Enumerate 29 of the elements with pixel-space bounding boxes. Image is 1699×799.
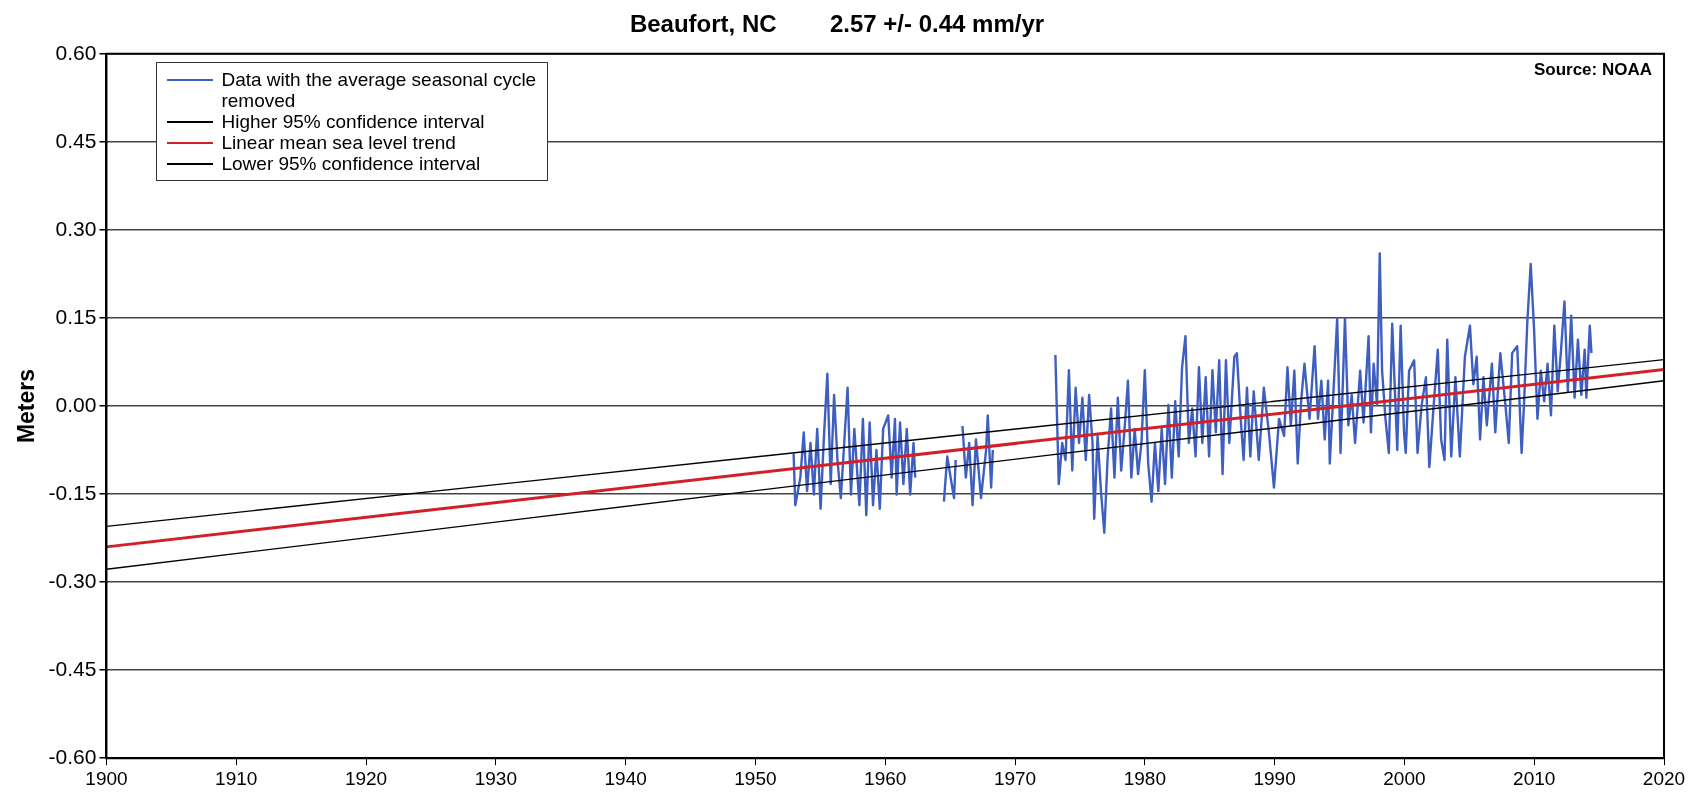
y-axis-title: Meters [13,368,40,444]
x-tick-label: 1930 [474,767,517,789]
x-tick-label: 1960 [864,767,907,789]
y-tick-label: -0.30 [48,568,97,592]
x-tick-label: 2000 [1383,767,1426,789]
x-tick-label: 1940 [604,767,647,789]
x-tick-label: 1900 [85,767,128,789]
y-tick-label: 0.45 [55,128,97,152]
x-tick-label: 1920 [344,767,388,789]
x-tick-label: 1950 [734,767,777,789]
y-tick-label: 0.00 [55,392,97,416]
y-tick-label: 0.30 [55,216,97,240]
x-tick-label: 2020 [1642,767,1686,789]
y-tick-label: 0.15 [55,304,97,328]
y-tick-label: -0.45 [48,656,97,680]
y-tick-label: -0.15 [48,480,97,504]
legend-label: Data with the average seasonal cycle removed [221,68,538,111]
x-tick-label: 1980 [1123,767,1166,789]
legend-label: Lower 95% confidence interval [221,152,481,174]
x-tick-label: 1910 [215,767,258,789]
annotation: Source: NOAA [1533,59,1652,79]
legend-label: Linear mean sea level trend [221,131,456,153]
chart-title: Beaufort, NC 2.57 +/- 0.44 mm/yr [629,10,1045,38]
y-tick-label: -0.60 [48,745,97,768]
x-tick-label: 2010 [1513,767,1556,789]
x-tick-label: 1970 [993,767,1037,789]
legend-label: Higher 95% confidence interval [221,110,485,132]
y-tick-label: 0.60 [55,40,97,64]
x-tick-label: 1990 [1253,767,1296,789]
